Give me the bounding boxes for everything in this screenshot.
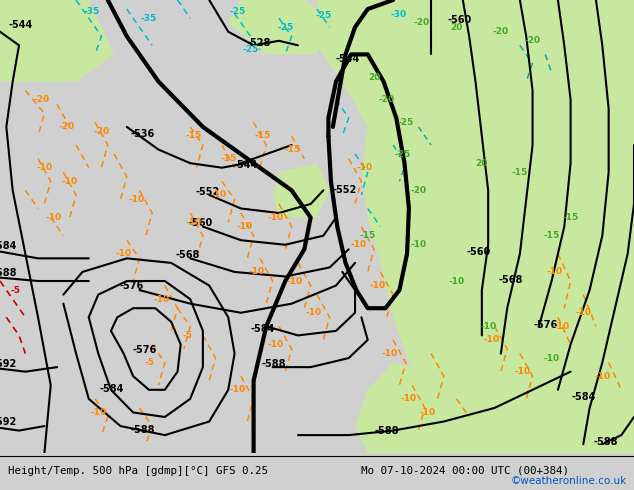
Text: -20: -20 — [378, 95, 395, 104]
Text: -10: -10 — [115, 249, 132, 258]
Text: -560: -560 — [467, 246, 491, 257]
Text: -10: -10 — [420, 408, 436, 417]
Text: -20: -20 — [524, 36, 541, 45]
Text: -552: -552 — [196, 187, 220, 196]
Text: -10: -10 — [128, 195, 145, 204]
Text: 20: 20 — [368, 73, 380, 81]
Text: -536: -536 — [131, 129, 155, 139]
Text: -25: -25 — [242, 46, 259, 54]
Text: -592: -592 — [0, 359, 17, 368]
Text: -25: -25 — [315, 11, 332, 21]
Text: -25: -25 — [277, 23, 294, 32]
Text: -10: -10 — [480, 322, 496, 331]
Text: 20: 20 — [450, 23, 463, 32]
Text: -10: -10 — [249, 268, 265, 276]
Text: -584: -584 — [571, 392, 595, 402]
Text: -10: -10 — [236, 222, 252, 231]
Text: -576: -576 — [133, 345, 157, 355]
Text: -10: -10 — [46, 213, 62, 222]
Text: -10: -10 — [36, 163, 53, 172]
Text: -560: -560 — [448, 15, 472, 25]
Text: Mo 07-10-2024 00:00 UTC (00+384): Mo 07-10-2024 00:00 UTC (00+384) — [361, 466, 569, 476]
Text: -584: -584 — [0, 241, 17, 251]
Text: -10: -10 — [594, 372, 611, 381]
Text: -588: -588 — [375, 426, 399, 437]
Text: -5: -5 — [182, 331, 192, 340]
Text: -15: -15 — [185, 131, 202, 141]
Polygon shape — [355, 363, 456, 453]
Text: -19: -19 — [90, 408, 107, 417]
Text: -10: -10 — [515, 367, 531, 376]
Text: -20: -20 — [410, 186, 427, 195]
Text: -30: -30 — [390, 10, 406, 19]
Text: -20: -20 — [33, 95, 49, 104]
Text: -588: -588 — [131, 425, 155, 435]
Text: -10: -10 — [448, 276, 465, 286]
Text: -15: -15 — [220, 154, 236, 163]
Text: -560: -560 — [189, 219, 213, 228]
Text: -568: -568 — [499, 275, 523, 285]
Text: -576: -576 — [533, 320, 557, 330]
Text: -568: -568 — [176, 250, 200, 260]
Text: -10: -10 — [483, 336, 500, 344]
Text: -15: -15 — [255, 131, 271, 141]
Text: -20: -20 — [413, 18, 430, 27]
Text: -544: -544 — [8, 20, 32, 30]
Text: 20: 20 — [476, 159, 488, 168]
Polygon shape — [0, 0, 114, 82]
Text: -588: -588 — [0, 268, 17, 278]
Text: -20: -20 — [93, 127, 110, 136]
Text: -35: -35 — [84, 7, 100, 16]
Text: -544: -544 — [335, 54, 359, 64]
Text: -10: -10 — [410, 240, 427, 249]
Text: -10: -10 — [382, 349, 398, 358]
Text: -10: -10 — [547, 268, 563, 276]
Text: -20: -20 — [58, 122, 75, 131]
Polygon shape — [228, 0, 330, 54]
Text: -576: -576 — [120, 281, 144, 292]
Text: -5: -5 — [145, 358, 155, 367]
Text: -10: -10 — [153, 294, 170, 304]
Text: -10: -10 — [350, 240, 366, 249]
Text: -35: -35 — [141, 14, 157, 23]
Text: -15: -15 — [285, 145, 301, 154]
Text: -10: -10 — [287, 276, 303, 286]
Text: -528: -528 — [247, 38, 271, 48]
Text: -10: -10 — [356, 163, 373, 172]
Text: Height/Temp. 500 hPa [gdmp][°C] GFS 0.25: Height/Temp. 500 hPa [gdmp][°C] GFS 0.25 — [8, 466, 268, 476]
Text: -10: -10 — [369, 281, 385, 290]
Text: -584: -584 — [251, 324, 275, 334]
Text: -25: -25 — [230, 7, 246, 16]
Text: -588: -588 — [262, 359, 286, 369]
Text: -10: -10 — [401, 394, 417, 403]
Text: -10: -10 — [61, 177, 78, 186]
Text: -25: -25 — [394, 149, 411, 159]
Text: -5: -5 — [11, 286, 21, 294]
Text: -10: -10 — [230, 385, 246, 394]
Polygon shape — [317, 0, 634, 453]
Text: -15: -15 — [359, 231, 376, 240]
Text: ©weatheronline.co.uk: ©weatheronline.co.uk — [510, 476, 626, 486]
Text: -588: -588 — [594, 437, 618, 447]
Polygon shape — [273, 163, 330, 218]
Text: -25: -25 — [398, 118, 414, 127]
Polygon shape — [0, 0, 63, 36]
Text: -15: -15 — [562, 213, 579, 222]
Text: -10: -10 — [185, 218, 202, 226]
Text: -552: -552 — [332, 185, 356, 196]
Text: -10: -10 — [543, 354, 560, 363]
Text: -10: -10 — [268, 340, 284, 349]
Text: -10: -10 — [553, 322, 569, 331]
Text: -544: -544 — [234, 160, 258, 171]
Text: -15: -15 — [512, 168, 528, 177]
Text: -10: -10 — [575, 308, 592, 317]
Text: -15: -15 — [543, 231, 560, 240]
Text: -584: -584 — [100, 384, 124, 394]
Text: -10: -10 — [306, 308, 322, 317]
Text: -10: -10 — [210, 191, 227, 199]
Text: -10: -10 — [268, 213, 284, 222]
Text: -592: -592 — [0, 417, 17, 427]
Text: -20: -20 — [493, 27, 509, 36]
